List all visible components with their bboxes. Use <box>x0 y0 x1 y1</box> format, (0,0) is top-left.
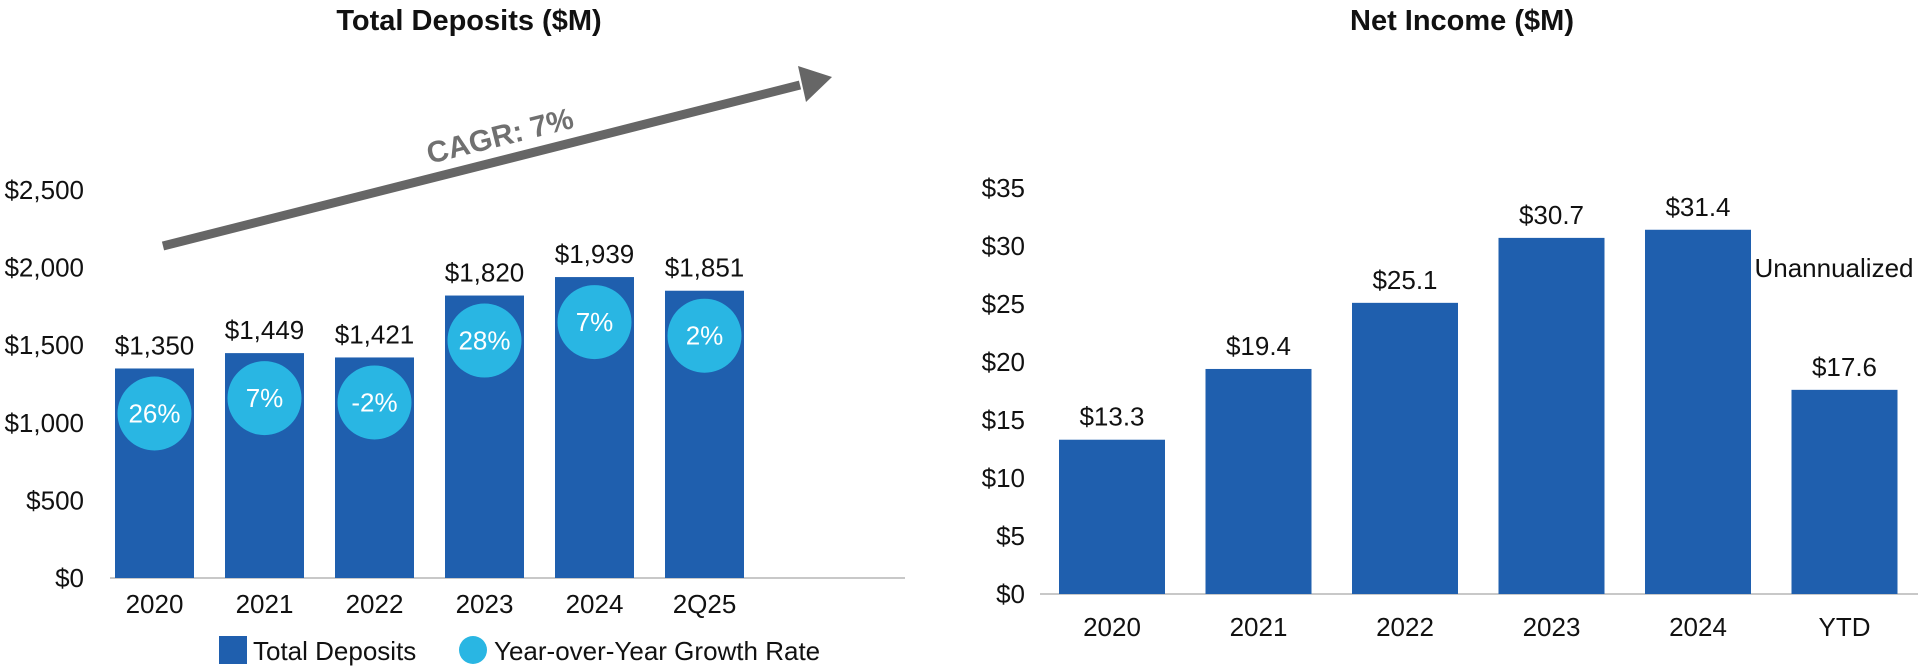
net-income-value-label: $30.7 <box>1519 200 1584 230</box>
deposits-growth-bubble <box>447 303 522 378</box>
net-income-y-tick-label: $15 <box>982 405 1025 435</box>
deposits-x-tick-label: 2021 <box>236 589 294 619</box>
deposits-value-label: $1,350 <box>115 330 195 360</box>
net-income-value-label: $17.6 <box>1812 352 1877 382</box>
deposits-title: Total Deposits ($M) <box>336 5 601 37</box>
deposits-x-tick-label: 2Q25 <box>673 589 737 619</box>
net-income-chart: Net Income ($M) $0 $5 $10 $15 $20 $25 $30 $35 $… <box>982 5 1918 642</box>
deposits-growth-bubble <box>557 285 632 360</box>
legend-label-growth-rate: Year-over-Year Growth Rate <box>494 636 820 666</box>
deposits-growth-bubble <box>227 361 302 436</box>
deposits-y-axis: $0 $500 $1,000 $1,500 $2,000 $2,500 <box>4 175 84 593</box>
deposits-y-tick-label: $2,000 <box>4 253 84 283</box>
net-income-bar-2024 <box>1645 229 1751 594</box>
net-income-title: Net Income ($M) <box>1350 5 1574 37</box>
net-income-bar-2022 <box>1352 302 1458 594</box>
net-income-x-tick-label: 2024 <box>1669 612 1727 642</box>
deposits-legend: Total Deposits Year-over-Year Growth Rat… <box>219 636 820 666</box>
deposits-growth-label: 2% <box>686 321 724 351</box>
deposits-growth-bubble <box>337 365 412 440</box>
deposits-value-label: $1,939 <box>555 239 635 269</box>
deposits-chart: Total Deposits ($M) $0 $500 $1,000 $1,500 $2… <box>4 5 905 666</box>
deposits-y-tick-label: $0 <box>55 563 84 593</box>
deposits-y-tick-label: $500 <box>26 485 84 515</box>
net-income-y-axis: $0 $5 $10 $15 $20 $25 $30 $35 <box>982 173 1025 609</box>
net-income-x-tick-label: 2023 <box>1523 612 1581 642</box>
net-income-y-tick-label: $30 <box>982 231 1025 261</box>
net-income-x-tick-label: 2021 <box>1230 612 1288 642</box>
net-income-x-tick-label: YTD <box>1819 612 1871 642</box>
cagr-arrow-head <box>798 66 832 102</box>
deposits-bars: $1,350 2020 26% $1,449 2021 7% $1,421 2022 -2% $1… <box>115 239 745 619</box>
deposits-value-label: $1,820 <box>445 258 525 288</box>
net-income-value-label: $13.3 <box>1079 402 1144 432</box>
deposits-x-tick-label: 2020 <box>126 589 184 619</box>
net-income-y-tick-label: $35 <box>982 173 1025 203</box>
net-income-y-tick-label: $25 <box>982 289 1025 319</box>
net-income-y-tick-label: $10 <box>982 463 1025 493</box>
deposits-growth-label: 7% <box>246 383 284 413</box>
deposits-y-tick-label: $1,500 <box>4 330 84 360</box>
unannualized-note: Unannualized <box>1754 253 1913 283</box>
deposits-value-label: $1,851 <box>665 253 745 283</box>
legend-swatch-growth-rate <box>459 636 487 664</box>
deposits-growth-label: -2% <box>351 387 397 417</box>
deposits-value-label: $1,421 <box>335 319 415 349</box>
legend-swatch-total-deposits <box>219 636 247 664</box>
net-income-x-tick-label: 2020 <box>1083 612 1141 642</box>
deposits-value-label: $1,449 <box>225 315 305 345</box>
deposits-y-tick-label: $1,000 <box>4 408 84 438</box>
deposits-growth-bubble <box>667 298 742 373</box>
deposits-growth-label: 7% <box>576 307 614 337</box>
cagr-arrow-shaft <box>161 80 802 251</box>
net-income-value-label: $31.4 <box>1665 192 1730 222</box>
net-income-bar-2020 <box>1059 439 1165 594</box>
deposits-growth-label: 26% <box>128 398 180 428</box>
deposits-y-tick-label: $2,500 <box>4 175 84 205</box>
deposits-x-tick-label: 2023 <box>456 589 514 619</box>
net-income-bar-2021 <box>1205 368 1312 594</box>
net-income-y-tick-label: $20 <box>982 347 1025 377</box>
deposits-growth-bubble <box>117 376 192 451</box>
deposits-x-tick-label: 2024 <box>566 589 624 619</box>
net-income-y-tick-label: $0 <box>996 579 1025 609</box>
net-income-bar-2023 <box>1498 237 1605 594</box>
legend-label-total-deposits: Total Deposits <box>253 636 416 666</box>
deposits-growth-label: 28% <box>458 326 510 356</box>
net-income-x-tick-label: 2022 <box>1376 612 1434 642</box>
net-income-bars: $13.3 2020 $19.4 2021 $25.1 2022 $30.7 2023 $31.… <box>1059 192 1898 642</box>
net-income-bar-YTD <box>1791 389 1898 594</box>
cagr-arrow: CAGR: 7% <box>161 66 832 251</box>
deposits-x-tick-label: 2022 <box>346 589 404 619</box>
net-income-y-tick-label: $5 <box>996 521 1025 551</box>
net-income-value-label: $19.4 <box>1226 331 1291 361</box>
net-income-value-label: $25.1 <box>1372 265 1437 295</box>
